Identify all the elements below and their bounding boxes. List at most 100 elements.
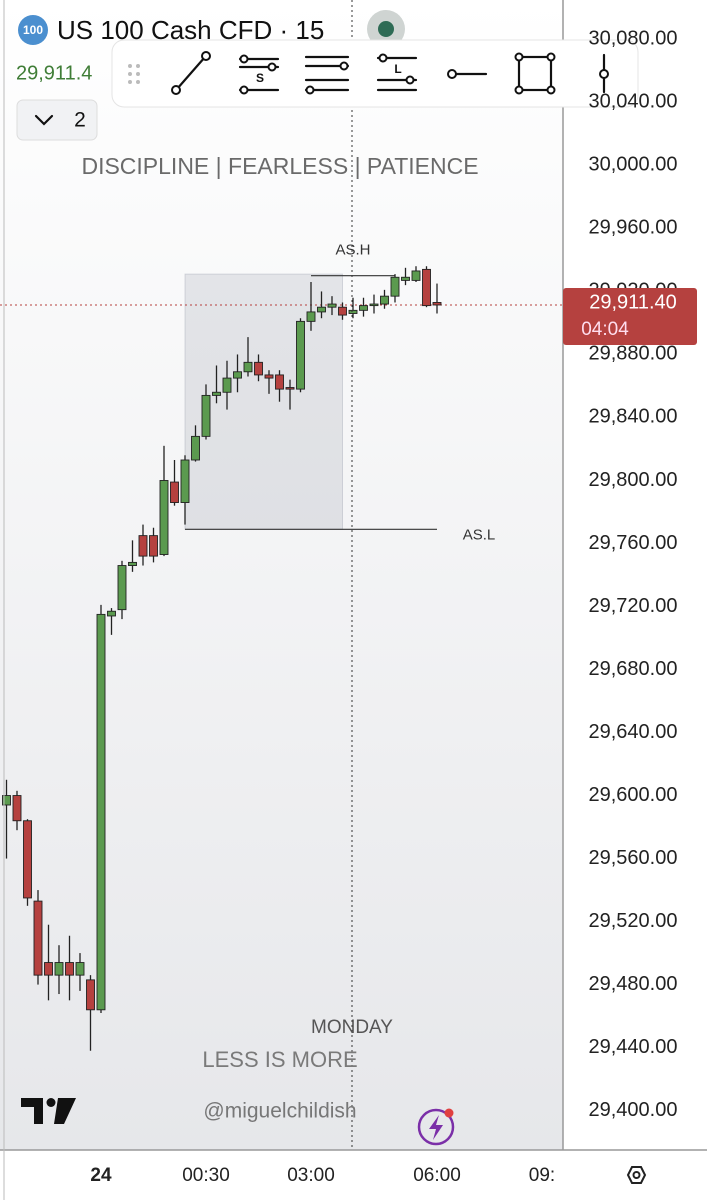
candle-body xyxy=(275,374,284,390)
candle-body xyxy=(432,302,442,306)
ray-tool[interactable] xyxy=(447,69,488,79)
candle-body xyxy=(233,371,242,379)
y-tick-label: 29,720.00 xyxy=(589,595,678,617)
y-tick-label: 29,520.00 xyxy=(589,910,678,932)
candle-body xyxy=(138,535,148,557)
y-tick-label: 29,760.00 xyxy=(589,532,678,554)
watermark: @miguelchildish xyxy=(203,1100,356,1123)
candle-body xyxy=(359,305,368,311)
candle-body xyxy=(96,613,106,1011)
candle-body xyxy=(86,979,95,1011)
y-tick-label: 29,600.00 xyxy=(589,784,678,806)
panel-count: 2 xyxy=(74,109,86,132)
candle-body xyxy=(212,391,221,396)
level-label: AS.L xyxy=(463,526,496,543)
candle-body xyxy=(401,276,410,281)
candle-body xyxy=(107,610,116,617)
candle-body xyxy=(2,795,11,806)
drawing-toolbar: S L xyxy=(111,39,639,108)
channel-tool[interactable] xyxy=(304,55,350,95)
candle-body xyxy=(243,361,253,373)
candle-body xyxy=(159,480,169,555)
level-tool[interactable]: L xyxy=(376,53,418,92)
time-axis xyxy=(0,1150,707,1200)
rectangle-tool[interactable] xyxy=(514,52,556,95)
price-axis xyxy=(563,0,707,1150)
candle-body xyxy=(264,374,274,379)
price-tag xyxy=(563,287,697,345)
candle-body xyxy=(12,795,22,822)
plot-area xyxy=(0,0,563,1150)
last-price: 29,911.4 xyxy=(16,62,92,84)
vertical-line-tool[interactable] xyxy=(599,53,609,94)
symbol-badge[interactable] xyxy=(18,15,48,45)
y-tick-label: 30,000.00 xyxy=(589,154,678,176)
candle-body xyxy=(65,962,74,976)
candle-body xyxy=(348,309,358,314)
level-label: AS.H xyxy=(335,242,370,259)
candle-body xyxy=(285,387,295,390)
y-tick-label: 29,680.00 xyxy=(589,658,678,680)
tool-label: L xyxy=(394,62,401,76)
chevron xyxy=(34,114,54,126)
y-tick-label: 30,040.00 xyxy=(589,91,678,113)
candle-body xyxy=(117,565,127,611)
candle-body xyxy=(306,311,316,322)
watermark: MONDAY xyxy=(311,1017,393,1038)
candle-body xyxy=(317,306,326,313)
candle-body xyxy=(327,303,337,308)
settings-icon[interactable] xyxy=(626,1166,647,1184)
candle-body xyxy=(254,361,263,376)
range-box xyxy=(184,273,343,530)
watermark: LESS IS MORE xyxy=(202,1047,357,1072)
tool-label: S xyxy=(256,71,264,85)
y-tick-label: 29,480.00 xyxy=(589,973,678,995)
y-tick-label: 29,960.00 xyxy=(589,217,678,239)
candle-body xyxy=(75,962,85,976)
candle-body xyxy=(369,303,379,307)
market-status-dot xyxy=(378,21,394,37)
candle-body xyxy=(201,394,211,437)
alert-icon[interactable] xyxy=(417,1108,455,1146)
y-tick-label: 29,880.00 xyxy=(589,343,678,365)
trend-line-tool[interactable] xyxy=(171,51,211,95)
price-tag-countdown: 04:04 xyxy=(581,319,629,340)
y-tick-label: 29,800.00 xyxy=(589,469,678,491)
drag-handle[interactable] xyxy=(128,64,140,84)
symbol-badge-text: 100 xyxy=(23,23,43,37)
support-tool[interactable]: S xyxy=(238,54,280,95)
candle-body xyxy=(296,320,305,390)
candle-body xyxy=(128,561,137,566)
y-tick-label: 29,640.00 xyxy=(589,721,678,743)
watermark: DISCIPLINE | FEARLESS | PATIENCE xyxy=(81,153,478,179)
candle-body xyxy=(23,820,32,899)
y-tick-label: 29,400.00 xyxy=(589,1099,678,1121)
candle-body xyxy=(191,435,200,461)
candle-body xyxy=(222,377,232,393)
y-tick-label: 29,440.00 xyxy=(589,1036,678,1058)
y-tick-label: 29,840.00 xyxy=(589,406,678,428)
candle-body xyxy=(411,270,421,281)
price-tag-label: 29,911.40 xyxy=(589,291,677,313)
x-tick-label: 06:00 xyxy=(413,1165,461,1186)
candle-body xyxy=(54,962,64,976)
candle-body xyxy=(180,459,190,503)
candle-body xyxy=(422,268,431,307)
plot: AS.H AS.L xyxy=(0,242,563,1051)
y-tick-label: 30,080.00 xyxy=(589,28,678,50)
settings-icon-dot xyxy=(632,1171,641,1179)
candle-body xyxy=(44,962,53,976)
candle-body xyxy=(33,900,43,976)
candle-body xyxy=(170,481,179,503)
x-tick-label: 00:30 xyxy=(182,1165,230,1186)
x-tick-label: 24 xyxy=(90,1165,112,1186)
y-tick-label: 29,560.00 xyxy=(589,847,678,869)
x-tick-label: 09: xyxy=(529,1165,555,1186)
x-tick-label: 03:00 xyxy=(287,1165,335,1186)
candle-body xyxy=(149,535,158,557)
candle-body xyxy=(390,276,400,297)
collapse-button[interactable] xyxy=(16,99,98,141)
candle-body xyxy=(338,306,347,316)
tradingview-logo xyxy=(21,1098,76,1124)
